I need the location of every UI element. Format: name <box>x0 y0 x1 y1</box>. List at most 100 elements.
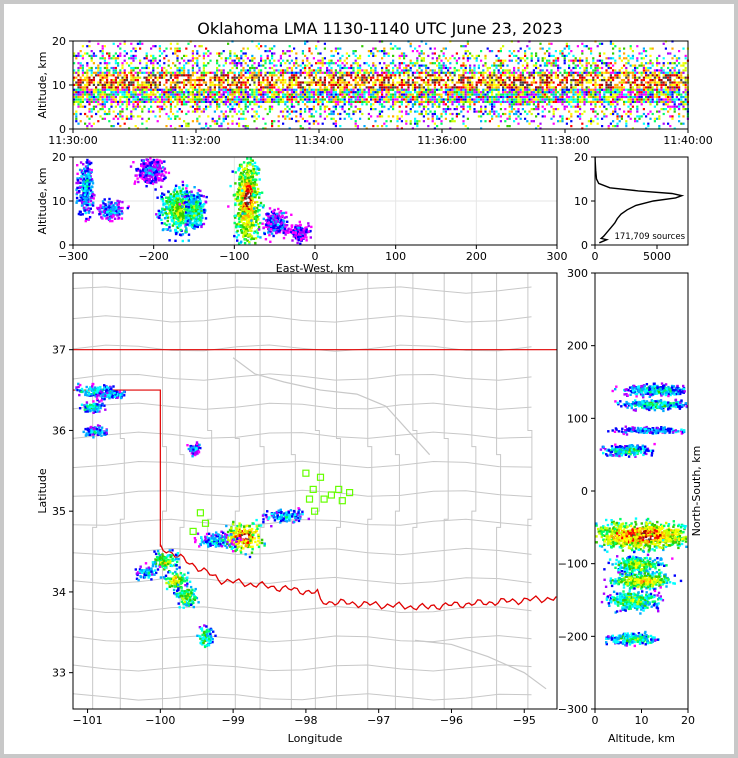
time-height-source <box>97 69 100 72</box>
time-height-source <box>365 83 368 86</box>
time-height-source <box>198 45 201 48</box>
time-height-source <box>293 88 296 91</box>
time-height-source <box>128 86 131 89</box>
time-height-source <box>306 71 309 74</box>
time-height-source <box>491 83 494 86</box>
time-height-source <box>537 108 540 111</box>
time-height-source <box>462 69 465 72</box>
time-height-source <box>299 81 302 84</box>
time-height-source <box>572 93 575 96</box>
time-height-source <box>227 122 230 125</box>
time-height-source <box>576 64 579 67</box>
time-height-source <box>638 79 641 82</box>
time-height-source <box>106 98 109 101</box>
time-height-source <box>631 88 634 91</box>
time-height-source <box>319 62 322 65</box>
time-height-source <box>209 79 212 82</box>
time-height-source <box>649 62 652 65</box>
time-height-source <box>99 71 102 74</box>
time-height-source <box>499 83 502 86</box>
time-height-source <box>433 76 436 79</box>
time-height-source <box>163 95 166 99</box>
time-height-source <box>625 83 628 86</box>
time-height-source <box>134 88 137 91</box>
time-height-source <box>235 66 238 70</box>
time-height-source <box>290 71 293 74</box>
time-height-source <box>612 76 615 79</box>
time-height-source <box>442 91 445 94</box>
time-height-source <box>653 69 656 72</box>
time-height-source <box>334 103 337 106</box>
time-height-source <box>158 105 161 108</box>
time-height-source <box>440 79 443 82</box>
time-height-source <box>592 93 595 96</box>
time-height-source <box>561 120 564 123</box>
time-height-source <box>235 64 238 67</box>
time-height-source <box>218 76 221 79</box>
time-height-source <box>370 81 373 84</box>
time-height-source <box>205 71 208 74</box>
time-height-source <box>528 98 531 101</box>
time-height-source <box>242 86 245 89</box>
time-height-source <box>381 79 384 82</box>
time-height-source <box>640 83 643 86</box>
time-height-source <box>594 105 597 108</box>
time-height-source <box>592 88 595 91</box>
time-height-source <box>629 47 632 50</box>
time-height-source <box>266 79 269 82</box>
time-height-source <box>341 76 344 79</box>
time-height-source <box>387 100 390 103</box>
time-height-source <box>172 88 175 91</box>
time-height-source <box>625 88 628 91</box>
time-height-source <box>321 122 324 125</box>
time-height-source <box>183 103 186 106</box>
time-height-source <box>625 74 628 77</box>
time-height-source <box>603 91 606 94</box>
time-height-source <box>429 91 432 94</box>
time-height-source <box>290 88 293 91</box>
time-height-source <box>246 79 249 82</box>
time-height-source <box>636 74 639 77</box>
time-height-source <box>629 86 632 89</box>
time-height-source <box>444 93 447 96</box>
time-height-source <box>535 105 538 108</box>
time-height-source <box>601 98 604 101</box>
time-height-source <box>106 95 109 99</box>
time-height-source <box>233 108 236 111</box>
time-height-source <box>213 122 216 125</box>
time-height-source <box>579 74 582 77</box>
time-height-source <box>273 100 276 103</box>
time-height-source <box>462 91 465 94</box>
time-height-source <box>125 115 128 118</box>
time-height-source <box>526 120 529 123</box>
time-height-source <box>616 103 619 106</box>
time-height-source <box>207 76 210 79</box>
time-height-source <box>359 86 362 89</box>
time-height-source <box>396 74 399 77</box>
time-height-source <box>403 66 406 70</box>
time-height-source <box>88 54 91 57</box>
time-height-source <box>427 98 430 101</box>
time-height-source <box>323 86 326 89</box>
time-height-source <box>253 69 256 72</box>
time-height-source <box>565 42 568 45</box>
time-height-source <box>257 93 260 96</box>
time-height-source <box>334 125 337 128</box>
time-height-source <box>451 54 454 57</box>
time-height-source <box>310 112 313 116</box>
time-height-source <box>163 74 166 77</box>
time-height-source <box>224 81 227 84</box>
time-height-source <box>585 64 588 67</box>
time-height-source <box>183 74 186 77</box>
time-height-source <box>152 110 155 113</box>
time-height-source <box>387 64 390 67</box>
time-height-source <box>81 45 84 48</box>
time-height-source <box>92 98 95 101</box>
time-height-source <box>136 83 139 86</box>
time-height-source <box>255 112 258 116</box>
time-height-source <box>200 110 203 113</box>
time-height-source <box>455 88 458 91</box>
time-height-source <box>482 64 485 67</box>
time-height-source <box>552 54 555 57</box>
time-height-source <box>251 115 254 118</box>
